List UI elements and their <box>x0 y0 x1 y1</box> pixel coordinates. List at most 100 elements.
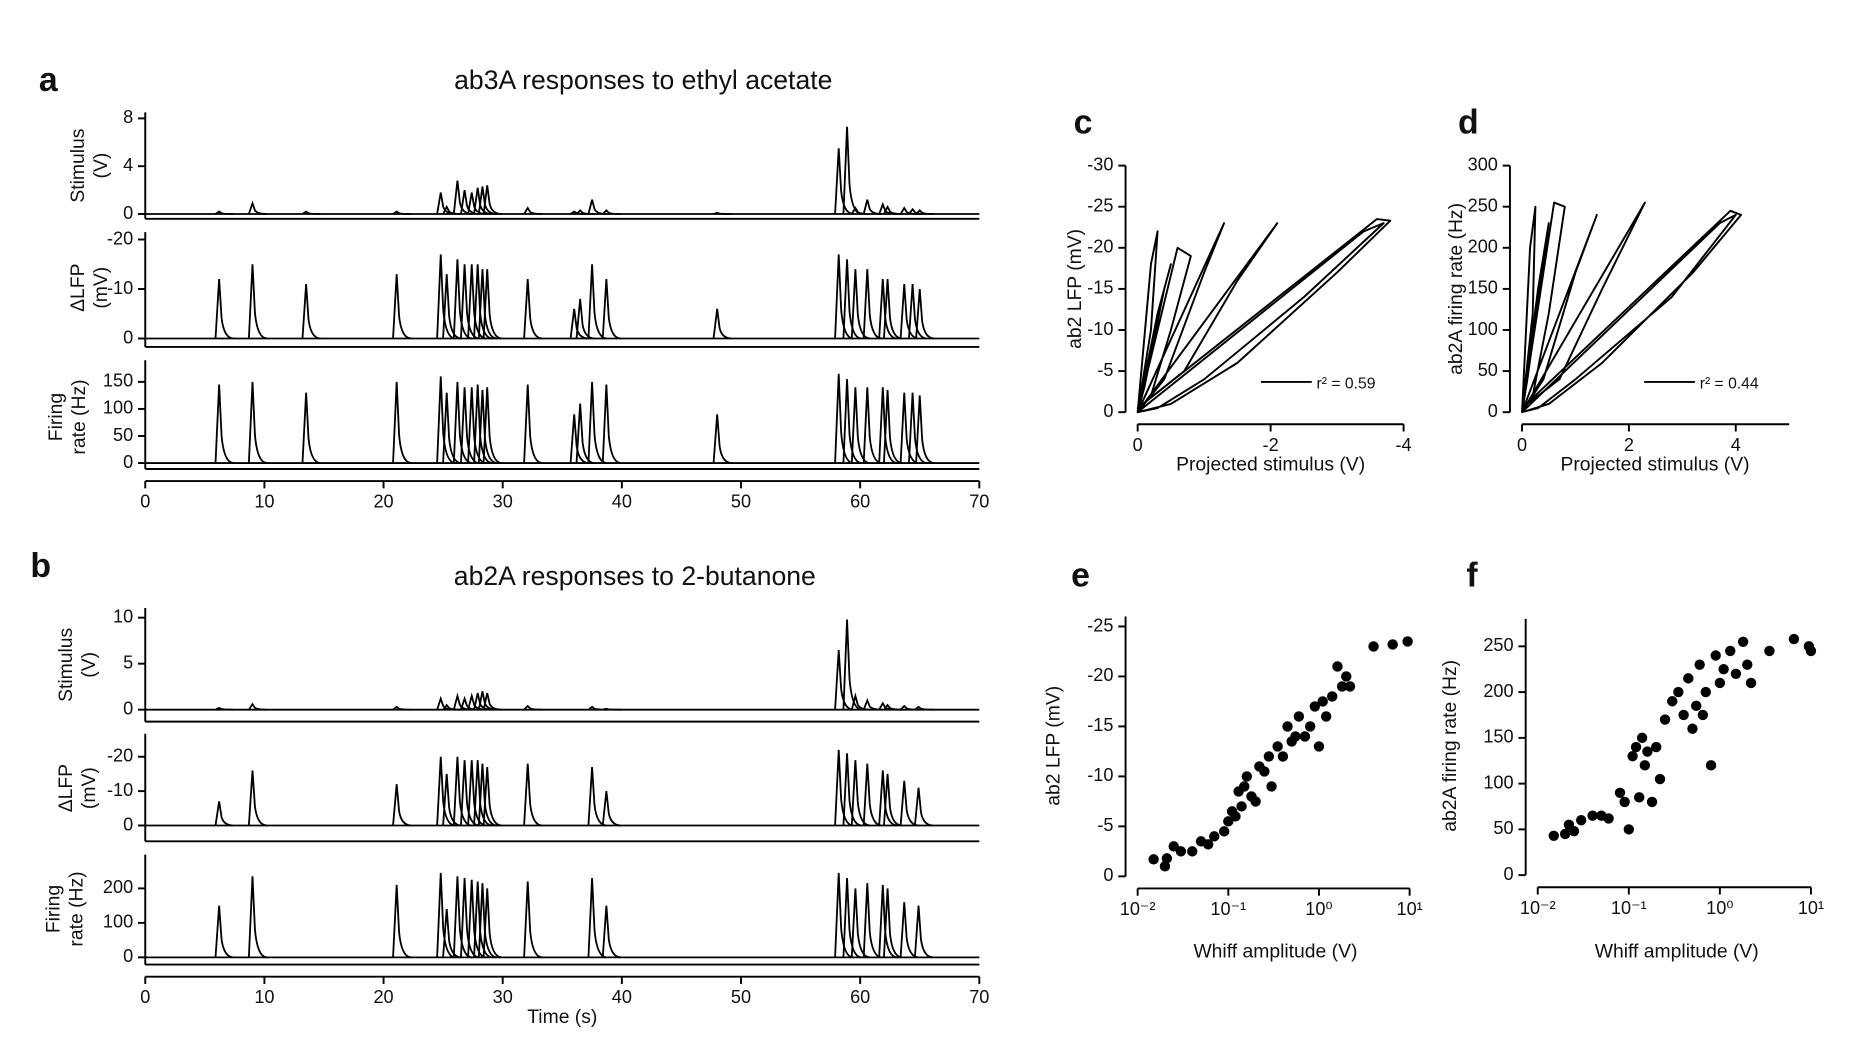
x-tick-label: 10⁻² <box>1120 899 1156 919</box>
spike <box>436 192 456 215</box>
spike <box>301 283 321 340</box>
point <box>1236 801 1247 812</box>
x-tick-label: 60 <box>850 492 870 512</box>
point <box>1209 831 1220 842</box>
spike <box>915 209 935 215</box>
spike <box>523 206 543 215</box>
x-tick-label: -4 <box>1396 435 1412 455</box>
spike <box>442 392 462 464</box>
point <box>1633 792 1645 803</box>
spike <box>452 756 473 827</box>
y-tick-label: -10 <box>1087 319 1113 339</box>
point <box>1320 711 1332 722</box>
panel-letter: e <box>1071 557 1090 595</box>
x-axis-label: Projected stimulus (V) <box>1560 453 1749 475</box>
y-tick-label: 4 <box>123 155 133 175</box>
point <box>1654 773 1666 785</box>
spike <box>392 705 412 711</box>
spike <box>247 381 268 464</box>
y-tick-label: 8 <box>123 107 133 127</box>
y-tick-label: 10 <box>113 606 133 626</box>
point <box>1742 659 1753 670</box>
spike <box>850 692 870 711</box>
y-axis-label: ab2 LFP (mV) <box>1064 229 1086 349</box>
spike <box>601 384 622 464</box>
x-tick-label: 40 <box>612 987 632 1007</box>
spike <box>460 760 480 827</box>
point <box>1218 826 1230 837</box>
y-axis-label: (mV) <box>90 267 112 309</box>
spike <box>460 387 480 464</box>
spike <box>392 784 412 827</box>
y-tick-label: -20 <box>1087 237 1113 257</box>
point <box>1272 741 1283 752</box>
spike <box>482 185 502 215</box>
x-tick-label: 50 <box>731 492 751 512</box>
point <box>1730 668 1742 679</box>
spike <box>601 791 621 827</box>
point <box>1266 781 1277 792</box>
point <box>1559 828 1571 840</box>
spike <box>460 695 480 711</box>
spike <box>850 387 871 464</box>
spike <box>569 414 589 464</box>
point <box>1587 810 1598 821</box>
point <box>1667 696 1678 707</box>
spike <box>915 288 935 340</box>
y-tick-label: 0 <box>1103 401 1113 421</box>
y-tick-label: -10 <box>107 780 133 800</box>
y-axis-label: Firing <box>45 393 67 441</box>
point <box>1630 741 1642 753</box>
spike <box>850 269 871 340</box>
spike <box>482 692 502 711</box>
spike <box>842 126 862 215</box>
point <box>1175 846 1187 857</box>
y-tick-label: -10 <box>107 278 133 298</box>
spike <box>899 704 919 711</box>
spike <box>460 264 480 340</box>
y-tick-label: -30 <box>1087 154 1113 174</box>
spike <box>850 206 870 215</box>
point <box>1639 760 1651 771</box>
spike <box>712 414 732 464</box>
point <box>1683 673 1694 684</box>
spike <box>587 381 607 464</box>
x-tick-label: 10¹ <box>1397 899 1423 919</box>
point <box>1336 681 1348 692</box>
point <box>1642 746 1653 757</box>
point <box>1332 661 1343 672</box>
spike <box>247 264 268 340</box>
spike <box>713 211 732 215</box>
spike <box>442 274 462 340</box>
trajectory <box>1136 218 1392 414</box>
y-axis-label: Stimulus <box>67 129 89 203</box>
y-axis-label: (mV) <box>78 767 100 809</box>
y-tick-label: 150 <box>103 371 133 391</box>
spike <box>436 695 456 711</box>
point <box>1788 633 1800 645</box>
panel-letter: c <box>1074 103 1093 141</box>
spike <box>601 279 621 340</box>
y-tick-label: 100 <box>103 398 133 418</box>
point <box>1687 723 1698 734</box>
point <box>1619 796 1630 808</box>
spike <box>883 389 903 464</box>
spike <box>214 279 234 340</box>
point <box>1694 659 1705 670</box>
spike <box>587 878 607 959</box>
y-axis-label: (V) <box>90 153 112 179</box>
y-tick-label: 0 <box>1488 401 1498 421</box>
spike <box>575 403 595 464</box>
point <box>1745 677 1757 689</box>
annotation: r² = 0.44 <box>1700 376 1759 393</box>
x-tick-label: 30 <box>493 492 513 512</box>
spike <box>883 773 903 827</box>
spike <box>602 707 621 711</box>
chart-title: ab2A responses to 2-butanone <box>454 561 816 591</box>
y-axis-label: (V) <box>78 652 100 678</box>
spike <box>523 704 543 711</box>
spike <box>214 801 234 827</box>
spike <box>482 269 502 340</box>
